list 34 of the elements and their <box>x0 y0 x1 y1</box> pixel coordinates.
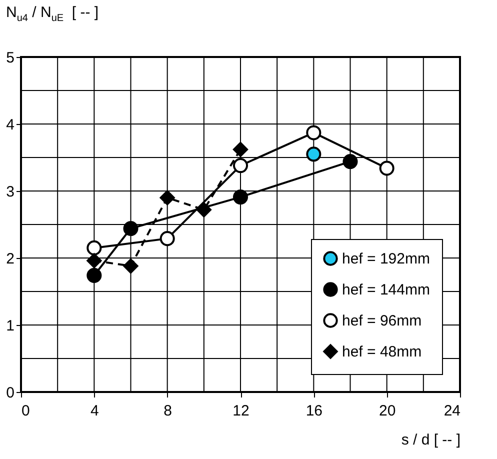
y-tick-label: 2 <box>6 250 14 268</box>
x-tick-label: 24 <box>444 402 460 420</box>
point <box>232 142 248 157</box>
point <box>342 154 358 170</box>
point <box>123 221 138 236</box>
point <box>232 158 248 174</box>
legend-label: hef = 48mm <box>342 344 422 360</box>
x-tick-label: 16 <box>306 402 323 420</box>
point <box>86 253 102 268</box>
point <box>123 258 138 274</box>
x-tick-label: 4 <box>90 402 99 420</box>
point <box>306 146 322 162</box>
point <box>160 190 175 206</box>
x-tick-label: 8 <box>164 402 172 420</box>
y-tick-label: 3 <box>6 184 14 200</box>
x-tick-label: 12 <box>232 402 250 420</box>
y-tick-label: 4 <box>6 116 14 134</box>
legend-label: hef = 96mm <box>342 312 422 330</box>
point <box>196 202 212 218</box>
y-tick-label: 5 <box>6 50 14 66</box>
y-axis-title: N$_{u4}$ / N$_{uE}$ [ -- ] <box>6 4 99 24</box>
point <box>306 125 322 140</box>
point <box>86 240 102 256</box>
y-tick-label: 1 <box>6 318 14 334</box>
x-tick-label: 20 <box>378 402 396 420</box>
point <box>160 231 175 246</box>
legend-label: hef = 144mm <box>342 282 430 298</box>
y-tick-label: 0 <box>6 384 14 402</box>
point <box>379 160 394 176</box>
point <box>232 190 248 205</box>
point <box>86 268 102 283</box>
x-axis-title: s / d [ -- ] <box>401 432 460 448</box>
legend-label: hef = 192mm <box>342 250 430 268</box>
x-tick-label: 0 <box>22 402 30 420</box>
